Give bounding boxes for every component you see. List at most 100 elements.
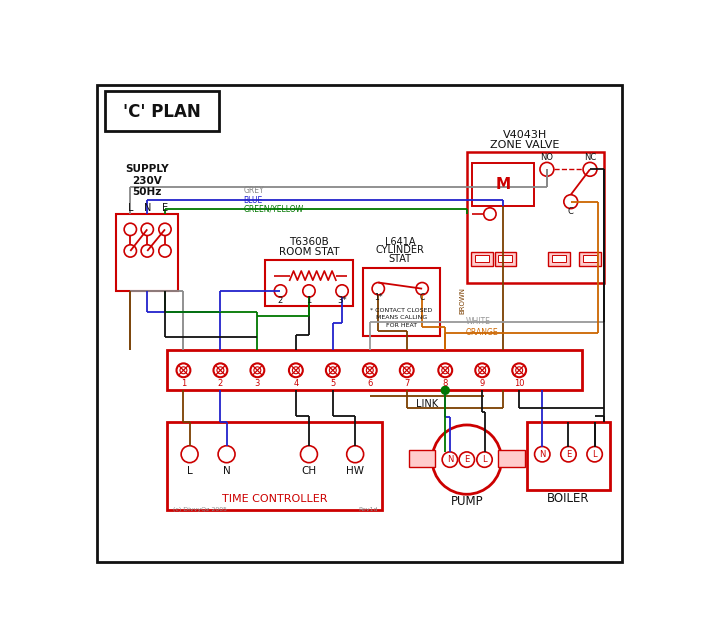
Text: L: L [482, 455, 486, 464]
Circle shape [289, 363, 303, 377]
Bar [498, 449, 524, 467]
Circle shape [254, 367, 261, 374]
Bar [117, 214, 178, 291]
Text: 1: 1 [306, 296, 312, 304]
Text: E: E [464, 455, 470, 464]
Text: 5: 5 [330, 379, 336, 388]
Text: L: L [592, 450, 597, 459]
Circle shape [479, 367, 486, 374]
Circle shape [180, 367, 187, 374]
Circle shape [475, 363, 489, 377]
Bar [265, 260, 353, 306]
Text: N: N [144, 203, 151, 213]
Circle shape [251, 363, 264, 377]
Circle shape [363, 363, 377, 377]
Text: CYLINDER: CYLINDER [376, 246, 424, 255]
Circle shape [300, 445, 317, 463]
Bar [548, 253, 570, 267]
Circle shape [534, 447, 550, 462]
Circle shape [512, 363, 526, 377]
Bar [166, 422, 382, 510]
Text: 1*: 1* [374, 294, 383, 303]
Circle shape [372, 283, 385, 295]
Text: HW: HW [346, 466, 364, 476]
Circle shape [432, 425, 501, 494]
Text: ROOM STAT: ROOM STAT [279, 247, 339, 257]
Circle shape [583, 162, 597, 176]
Text: E: E [162, 203, 168, 213]
Circle shape [438, 363, 452, 377]
Circle shape [484, 208, 496, 220]
Text: L: L [128, 203, 133, 213]
Circle shape [217, 367, 224, 374]
Text: NC: NC [584, 153, 596, 162]
Text: 2: 2 [278, 296, 283, 304]
Bar [105, 91, 219, 131]
Circle shape [442, 452, 458, 467]
Bar [472, 163, 534, 206]
Text: PUMP: PUMP [451, 495, 483, 508]
Circle shape [141, 245, 154, 257]
Text: 3: 3 [255, 379, 260, 388]
Bar [498, 254, 512, 263]
Circle shape [159, 245, 171, 257]
Circle shape [442, 387, 449, 394]
Circle shape [561, 447, 576, 462]
Text: M: M [496, 177, 510, 192]
Circle shape [293, 367, 299, 374]
Text: WHITE: WHITE [465, 317, 490, 326]
Bar [166, 350, 582, 390]
Bar [579, 253, 601, 267]
Circle shape [159, 223, 171, 235]
Circle shape [336, 285, 348, 297]
Circle shape [516, 367, 522, 374]
Circle shape [400, 363, 413, 377]
Text: CH: CH [301, 466, 317, 476]
Text: GREEN/YELLOW: GREEN/YELLOW [244, 205, 304, 214]
Circle shape [416, 283, 428, 295]
Text: N: N [539, 450, 545, 459]
Text: 8: 8 [442, 379, 448, 388]
Text: N: N [446, 455, 453, 464]
Circle shape [347, 445, 364, 463]
Circle shape [326, 363, 340, 377]
Circle shape [459, 452, 475, 467]
Text: 'C' PLAN: 'C' PLAN [123, 103, 201, 121]
Circle shape [477, 452, 492, 467]
Text: 1: 1 [181, 379, 186, 388]
Text: (c) DivvyQz 2005: (c) DivvyQz 2005 [173, 507, 227, 512]
Text: 6: 6 [367, 379, 373, 388]
Text: BROWN: BROWN [459, 287, 465, 313]
Circle shape [213, 363, 227, 377]
Text: 4: 4 [293, 379, 298, 388]
Bar [494, 253, 516, 267]
Circle shape [442, 367, 449, 374]
Text: 9: 9 [479, 379, 485, 388]
Bar [472, 253, 493, 267]
Bar [363, 268, 440, 336]
Circle shape [366, 367, 373, 374]
Text: BLUE: BLUE [244, 196, 263, 204]
Text: STAT: STAT [388, 254, 411, 263]
Circle shape [176, 363, 190, 377]
Bar [527, 422, 610, 490]
Text: 10: 10 [514, 379, 524, 388]
Text: Rev1d: Rev1d [359, 507, 378, 512]
Circle shape [303, 285, 315, 297]
Text: C: C [420, 294, 425, 303]
Text: SUPPLY: SUPPLY [126, 164, 169, 174]
Circle shape [274, 285, 286, 297]
Circle shape [329, 367, 336, 374]
Circle shape [181, 445, 198, 463]
Text: L641A: L641A [385, 237, 415, 247]
Circle shape [141, 223, 154, 235]
Bar [552, 254, 566, 263]
Bar [409, 449, 435, 467]
Text: GREY: GREY [244, 186, 264, 195]
Text: V4043H: V4043H [503, 129, 547, 140]
Text: L: L [187, 466, 192, 476]
Text: C: C [568, 207, 574, 216]
Circle shape [124, 223, 136, 235]
Text: E: E [566, 450, 571, 459]
Text: ZONE VALVE: ZONE VALVE [490, 140, 559, 150]
